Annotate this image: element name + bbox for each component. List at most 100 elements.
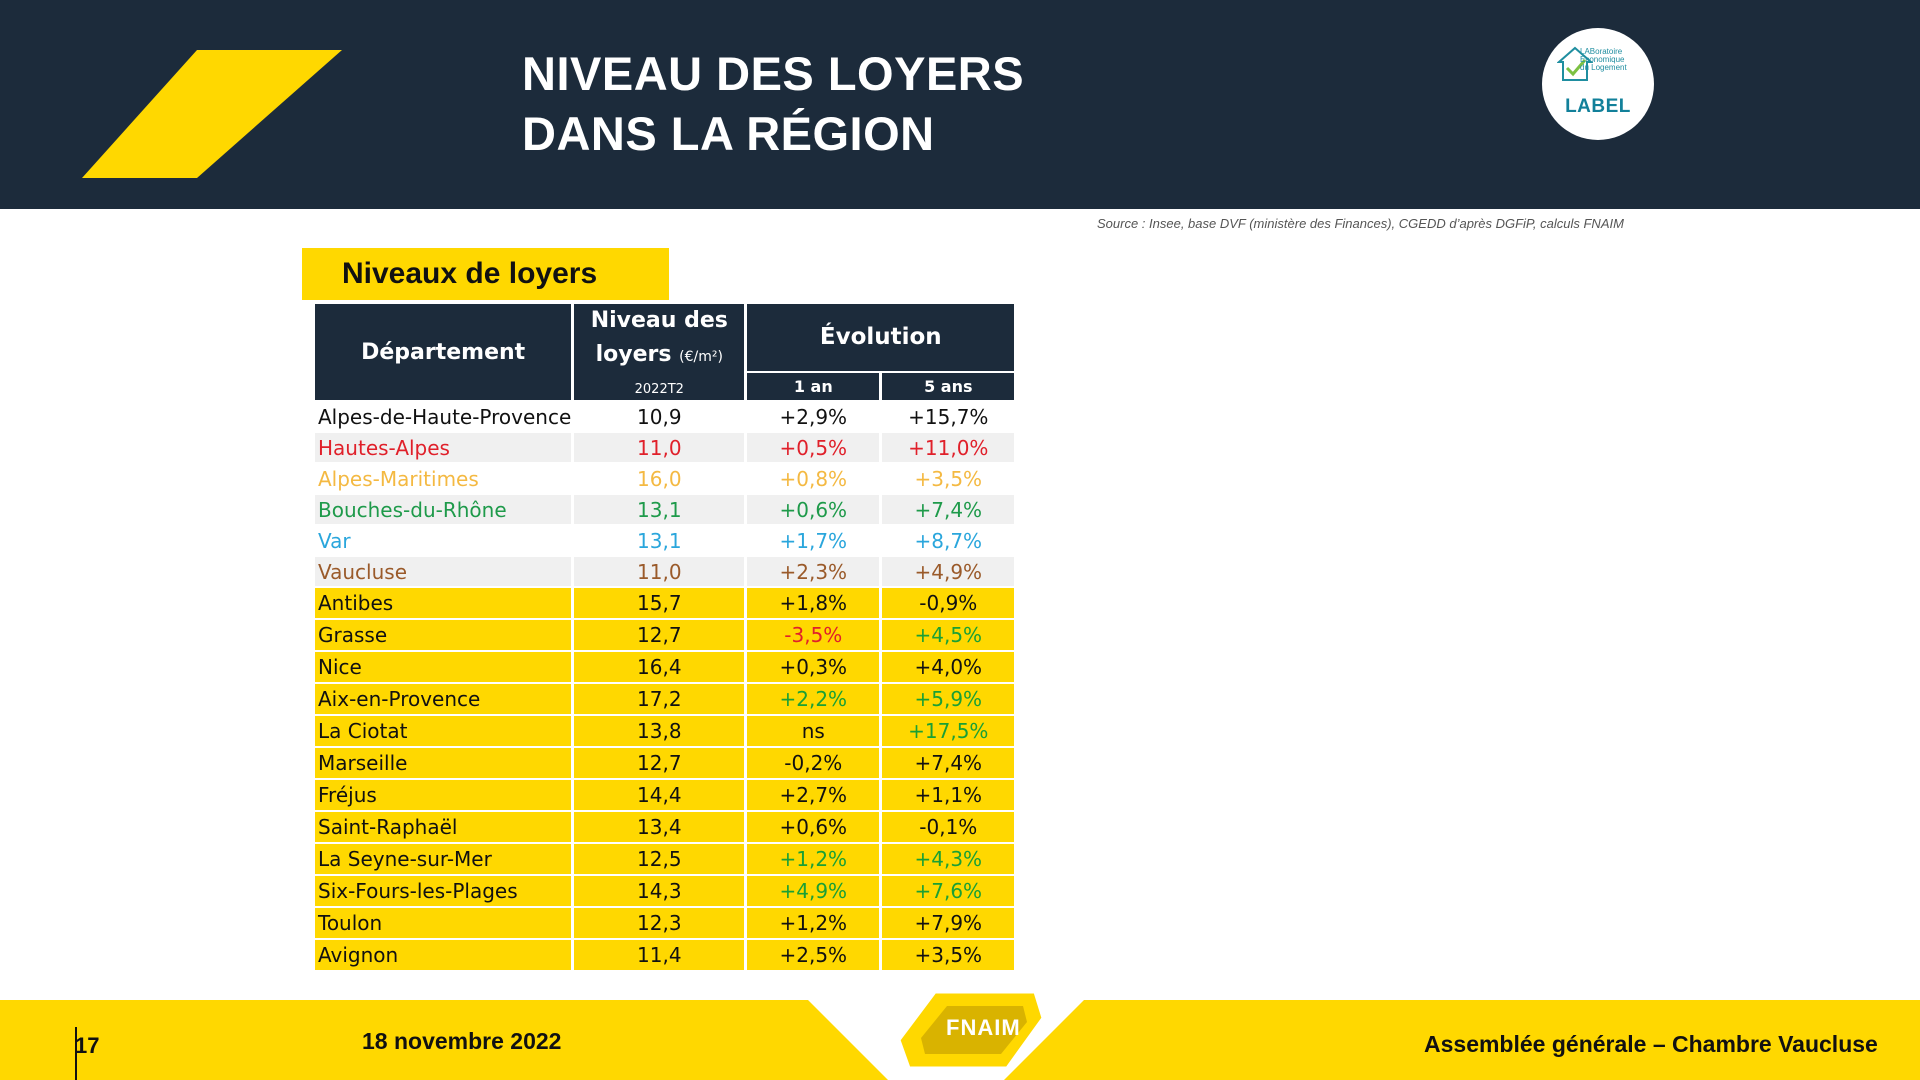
departement-row: Hautes-Alpes 11,0 +0,5% +11,0% (315, 433, 1015, 462)
departement-name-cell: Alpes-Maritimes (315, 464, 572, 493)
evolution-1an-cell: +1,2% (747, 844, 880, 874)
ville-name-cell: Toulon (315, 908, 572, 938)
ville-name-cell: Fréjus (315, 780, 572, 810)
ville-name-cell: Marseille (315, 748, 572, 778)
niveau-cell: 14,4 (574, 780, 745, 810)
ville-row: Fréjus 14,4 +2,7% +1,1% (315, 780, 1015, 810)
evolution-1an-cell: -3,5% (747, 620, 880, 650)
ville-row: Saint-Raphaël 13,4 +0,6% -0,1% (315, 812, 1015, 842)
logo-line-3: du Logement (1580, 63, 1627, 72)
fnaim-logo-text: FNAIM (946, 1015, 1021, 1040)
evolution-5ans-cell: +17,5% (882, 716, 1015, 746)
rent-table-container: Département Niveau des loyers (€/m²) 202… (312, 302, 1017, 972)
niveau-cell: 11,0 (574, 557, 745, 586)
ville-row: Antibes 15,7 +1,8% -0,9% (315, 588, 1015, 618)
ville-name-cell: Nice (315, 652, 572, 682)
departement-name-cell: Vaucluse (315, 557, 572, 586)
evolution-1an-cell: +2,2% (747, 684, 880, 714)
ville-name-cell: Aix-en-Provence (315, 684, 572, 714)
evolution-5ans-cell: +8,7% (882, 526, 1015, 555)
fnaim-logo (897, 990, 1045, 1070)
evolution-1an-cell: +0,3% (747, 652, 880, 682)
niveau-cell: 13,1 (574, 495, 745, 524)
ville-name-cell: Saint-Raphaël (315, 812, 572, 842)
niveau-cell: 12,7 (574, 748, 745, 778)
page-number-bar (75, 1027, 77, 1080)
niveau-cell: 11,4 (574, 940, 745, 970)
evolution-5ans-cell: +7,4% (882, 748, 1015, 778)
departement-row: Alpes-Maritimes 16,0 +0,8% +3,5% (315, 464, 1015, 493)
niveau-cell: 16,4 (574, 652, 745, 682)
title-line-1: NIVEAU DES LOYERS (522, 47, 1025, 100)
title-line-2: DANS LA RÉGION (522, 107, 935, 160)
niveau-cell: 13,4 (574, 812, 745, 842)
niveau-cell: 15,7 (574, 588, 745, 618)
logo-subtitle: LABoratoire Économique du Logement (1580, 48, 1644, 72)
niveau-cell: 13,8 (574, 716, 745, 746)
departement-row: Vaucluse 11,0 +2,3% +4,9% (315, 557, 1015, 586)
header-niveau-line2: loyers (595, 342, 672, 367)
niveau-cell: 10,9 (574, 402, 745, 431)
ville-row: La Seyne-sur-Mer 12,5 +1,2% +4,3% (315, 844, 1015, 874)
header-evolution: Évolution (747, 304, 1015, 371)
departement-row: Bouches-du-Rhône 13,1 +0,6% +7,4% (315, 495, 1015, 524)
ville-row: La Ciotat 13,8 ns +17,5% (315, 716, 1015, 746)
evolution-1an-cell: +2,3% (747, 557, 880, 586)
ville-name-cell: La Seyne-sur-Mer (315, 844, 572, 874)
source-note: Source : Insee, base DVF (ministère des … (1097, 216, 1624, 231)
niveau-cell: 12,3 (574, 908, 745, 938)
niveau-cell: 11,0 (574, 433, 745, 462)
evolution-5ans-cell: +3,5% (882, 940, 1015, 970)
ville-row: Avignon 11,4 +2,5% +3,5% (315, 940, 1015, 970)
niveau-cell: 13,1 (574, 526, 745, 555)
ville-name-cell: Antibes (315, 588, 572, 618)
ville-name-cell: Avignon (315, 940, 572, 970)
departement-name-cell: Var (315, 526, 572, 555)
niveau-cell: 12,5 (574, 844, 745, 874)
ville-name-cell: La Ciotat (315, 716, 572, 746)
evolution-1an-cell: +0,8% (747, 464, 880, 493)
table-body: Alpes-de-Haute-Provence 10,9 +2,9% +15,7% Ha… (315, 402, 1015, 970)
footer-date: 18 novembre 2022 (362, 1028, 562, 1054)
evolution-1an-cell: +0,6% (747, 495, 880, 524)
evolution-5ans-cell: +4,0% (882, 652, 1015, 682)
footer-event: Assemblée générale – Chambre Vaucluse (1424, 1031, 1878, 1057)
evolution-1an-cell: +1,7% (747, 526, 880, 555)
header-niveau: Niveau des loyers (€/m²) 2022T2 (574, 304, 745, 400)
evolution-1an-cell: +0,5% (747, 433, 880, 462)
page-title: NIVEAU DES LOYERS DANS LA RÉGION (522, 44, 1024, 164)
ville-name-cell: Grasse (315, 620, 572, 650)
evolution-1an-cell: +2,9% (747, 402, 880, 431)
evolution-5ans-cell: +7,6% (882, 876, 1015, 906)
evolution-5ans-cell: +4,5% (882, 620, 1015, 650)
evolution-5ans-cell: +5,9% (882, 684, 1015, 714)
header-departement: Département (315, 304, 572, 400)
header-niveau-unit: (€/m²) (679, 349, 723, 365)
ville-row: Toulon 12,3 +1,2% +7,9% (315, 908, 1015, 938)
evolution-1an-cell: +1,8% (747, 588, 880, 618)
section-badge: Niveaux de loyers (302, 248, 669, 300)
departement-row: Var 13,1 +1,7% +8,7% (315, 526, 1015, 555)
header-niveau-period: 2022T2 (634, 382, 684, 397)
yellow-stripe-shape (82, 50, 342, 178)
departement-row: Alpes-de-Haute-Provence 10,9 +2,9% +15,7% (315, 402, 1015, 431)
evolution-1an-cell: +0,6% (747, 812, 880, 842)
header-band: NIVEAU DES LOYERS DANS LA RÉGION LABorat… (0, 0, 1920, 209)
departement-name-cell: Bouches-du-Rhône (315, 495, 572, 524)
page-number: 17 (75, 1033, 100, 1058)
logo-label: LABEL (1565, 96, 1631, 117)
evolution-5ans-cell: +15,7% (882, 402, 1015, 431)
logo-line-1: LABoratoire (1580, 47, 1623, 56)
evolution-5ans-cell: +3,5% (882, 464, 1015, 493)
header-5ans: 5 ans (882, 372, 1015, 400)
ville-row: Marseille 12,7 -0,2% +7,4% (315, 748, 1015, 778)
niveau-cell: 17,2 (574, 684, 745, 714)
header-niveau-line1: Niveau des (590, 308, 728, 333)
evolution-5ans-cell: +4,9% (882, 557, 1015, 586)
evolution-5ans-cell: +1,1% (882, 780, 1015, 810)
evolution-1an-cell: +2,7% (747, 780, 880, 810)
evolution-1an-cell: +2,5% (747, 940, 880, 970)
house-check-icon (1557, 46, 1593, 81)
niveau-cell: 12,7 (574, 620, 745, 650)
niveau-cell: 14,3 (574, 876, 745, 906)
